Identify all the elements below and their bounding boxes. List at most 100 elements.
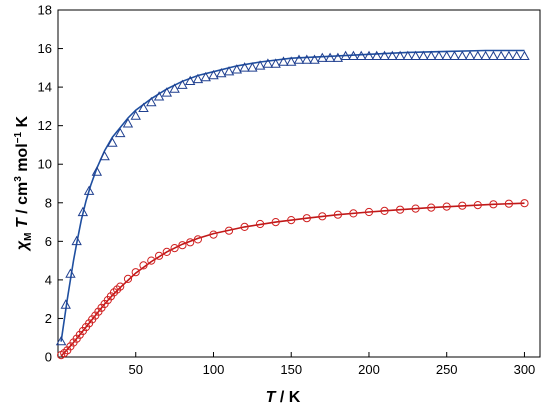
y-tick-label: 12 [38, 118, 52, 133]
triangle-marker [394, 50, 406, 60]
triangle-marker [83, 185, 95, 195]
circle-marker [139, 261, 148, 270]
triangle-marker [77, 206, 89, 217]
circle-marker [131, 268, 140, 277]
circle-marker [186, 238, 195, 247]
y-tick-label: 16 [38, 41, 52, 56]
triangle-marker [247, 62, 258, 72]
triangle-marker [340, 50, 351, 60]
triangle-marker [301, 54, 312, 64]
triangle-marker [519, 50, 530, 60]
triangle-marker [332, 52, 344, 62]
triangle-marker [425, 50, 437, 60]
y-axis-title: χM T / cm3 mol−1 K [13, 115, 34, 252]
triangle-marker [348, 50, 359, 60]
triangle-marker [402, 50, 414, 60]
triangle-marker [208, 69, 219, 80]
circle-marker [411, 204, 420, 213]
triangle-marker [293, 54, 305, 64]
y-tick-label: 14 [38, 80, 52, 95]
triangle-marker [184, 75, 196, 85]
circle-marker [396, 205, 405, 214]
circle-marker [364, 207, 374, 217]
circle-marker [193, 235, 202, 244]
circle-marker [271, 218, 280, 227]
triangle-marker [495, 50, 507, 60]
circle-marker [116, 282, 125, 291]
y-tick-label: 10 [38, 157, 52, 172]
circle-marker [504, 199, 513, 208]
fit-line-series-1 [60, 49, 525, 342]
triangle-marker [449, 50, 460, 60]
circle-marker [458, 201, 467, 210]
circle-marker [333, 210, 342, 219]
x-tick-label: 100 [203, 362, 225, 377]
triangle-marker [55, 335, 67, 346]
triangle-marker [371, 50, 382, 60]
triangle-marker [511, 50, 522, 60]
triangle-marker [355, 50, 367, 60]
fit-line-series-2 [60, 202, 525, 357]
triangle-marker [223, 66, 235, 76]
triangle-marker [200, 71, 211, 82]
y-tick-label: 0 [45, 350, 52, 365]
triangle-marker [130, 110, 141, 120]
triangle-marker [433, 50, 445, 60]
circle-marker [256, 219, 265, 229]
triangle-marker [71, 235, 82, 246]
circle-marker [224, 226, 234, 235]
circle-marker [318, 212, 327, 221]
circle-marker [427, 203, 436, 212]
triangle-marker [503, 50, 515, 60]
y-tick-label: 18 [38, 3, 52, 18]
circle-marker [349, 209, 358, 218]
circle-marker [170, 244, 179, 253]
circle-marker [380, 206, 389, 215]
triangle-marker [464, 50, 476, 60]
fit-lines [60, 49, 525, 357]
x-axis-title: T / K [266, 389, 301, 406]
circle-marker [178, 241, 187, 250]
triangle-marker [169, 83, 180, 93]
circle-marker [489, 200, 498, 209]
plot-frame [57, 9, 541, 358]
triangle-marker [138, 102, 149, 112]
circle-marker [155, 251, 164, 260]
triangle-marker [324, 52, 336, 62]
x-tick-label: 250 [436, 362, 458, 377]
data-markers [55, 50, 530, 360]
triangle-marker [379, 50, 390, 60]
axis-ticks: 50 100 150 200 250 300 0 2 4 6 8 10 12 14 16 18 [38, 3, 536, 378]
y-tick-label: 6 [45, 234, 52, 249]
triangle-marker [161, 87, 173, 97]
triangle-marker [270, 58, 281, 68]
circle-marker [240, 222, 249, 231]
triangle-marker [216, 67, 227, 78]
circle-marker [302, 214, 311, 223]
y-tick-label: 2 [45, 311, 52, 326]
triangle-marker [278, 56, 289, 66]
x-tick-label: 150 [280, 362, 302, 377]
circle-marker [162, 247, 171, 256]
x-tick-label: 300 [514, 362, 536, 377]
x-tick-label: 50 [129, 362, 143, 377]
triangle-marker [91, 166, 103, 176]
triangle-marker [286, 56, 297, 66]
triangle-marker [418, 50, 429, 60]
y-tick-label: 4 [45, 272, 52, 287]
triangle-marker [146, 96, 157, 107]
triangle-marker [60, 299, 71, 309]
triangle-marker [480, 50, 491, 60]
triangle-marker [153, 91, 165, 101]
triangle-marker [177, 79, 188, 89]
triangle-marker [457, 50, 468, 60]
triangle-marker [99, 150, 110, 161]
circle-marker [520, 199, 529, 208]
triangle-marker [387, 50, 398, 60]
triangle-marker [410, 50, 421, 60]
triangle-marker [114, 127, 126, 138]
triangle-marker [122, 118, 134, 128]
triangle-marker [262, 58, 274, 68]
x-tick-label: 200 [358, 362, 380, 377]
